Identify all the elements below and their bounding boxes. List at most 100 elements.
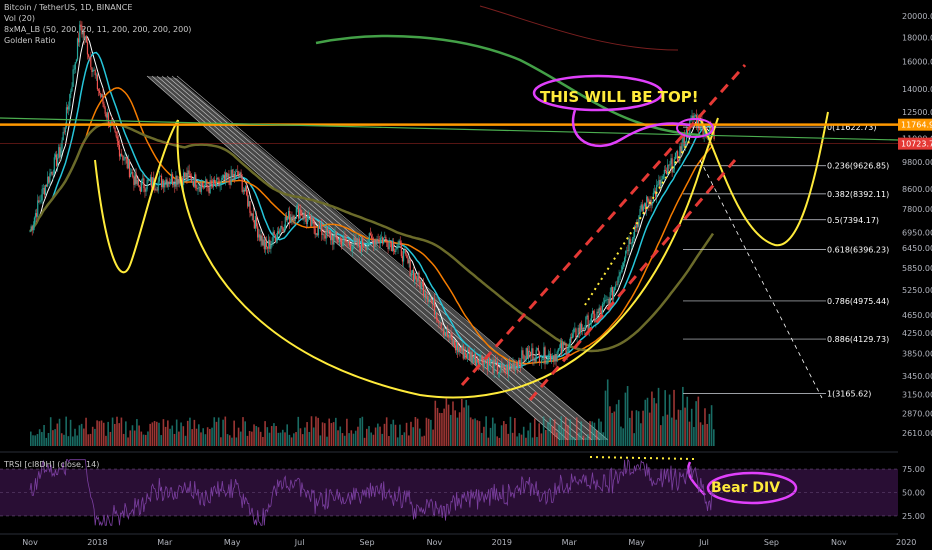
candle-body — [504, 371, 506, 373]
candle-body — [630, 242, 632, 245]
volume-bar — [631, 410, 633, 446]
rsi-tick-label: 50.00 — [902, 489, 925, 498]
candle-body — [199, 186, 201, 192]
price-tick-label: 2870.00 — [902, 410, 932, 419]
volume-bar — [30, 431, 32, 446]
legend-ma[interactable]: 8xMA_LB (50, 200, 20, 11, 200, 200, 200,… — [4, 25, 192, 34]
volume-bar — [549, 418, 552, 446]
candle-body — [441, 328, 443, 330]
candle-body — [575, 328, 577, 338]
candle-body — [250, 212, 252, 216]
volume-bar — [441, 413, 443, 446]
time-tick-label: Nov — [22, 538, 38, 547]
candle-body — [669, 164, 671, 166]
candle-body — [590, 314, 593, 324]
candle-body — [637, 222, 639, 227]
volume-bar — [100, 420, 103, 446]
volume-bar — [516, 436, 518, 446]
candle-body — [92, 70, 94, 72]
volume-bar — [403, 432, 406, 446]
legend-trsi[interactable]: TRSI [cI8DH] (close, 14) — [4, 460, 100, 469]
candle-body — [631, 238, 633, 243]
volume-bar — [248, 431, 251, 446]
volume-bar — [514, 418, 516, 446]
candle-body — [394, 251, 396, 253]
legend-symbol[interactable]: Bitcoin / TetherUS, 1D, BINANCE — [4, 3, 133, 12]
candle-body — [632, 237, 635, 239]
candle-body — [49, 173, 51, 183]
price-tick-label: 14000.00 — [902, 85, 932, 94]
volume-bar — [299, 428, 302, 446]
candle-body — [357, 238, 359, 246]
candle-body — [166, 179, 168, 187]
candlesticks — [29, 20, 715, 381]
volume-bar — [85, 417, 87, 446]
volume-bar — [162, 419, 165, 446]
volume-bar — [69, 419, 72, 446]
volume-bar — [191, 429, 193, 446]
candle-body — [406, 254, 408, 259]
volume-bar — [454, 410, 456, 446]
legend-golden-ratio[interactable]: Golden Ratio — [4, 36, 56, 45]
channel-line — [176, 75, 609, 441]
candle-body — [117, 140, 120, 145]
candle-body — [533, 359, 535, 361]
ma-green-line — [315, 34, 701, 137]
candle-body — [541, 360, 543, 363]
candle-body — [95, 74, 97, 76]
volume-bar — [653, 397, 655, 446]
candle-body — [549, 353, 552, 362]
candle-body — [454, 345, 457, 351]
candle-body — [448, 337, 450, 338]
candle-body — [233, 174, 236, 178]
candle-body — [691, 115, 693, 119]
candle-body — [206, 179, 208, 186]
volume-bar — [184, 435, 187, 446]
volume-bar — [602, 432, 605, 446]
candle-body — [483, 360, 485, 368]
candle-body — [292, 215, 294, 220]
candle-body — [542, 358, 544, 361]
annotation-bear-div: Bear DIV — [711, 480, 780, 496]
candle-body — [594, 313, 596, 322]
candle-body — [191, 181, 194, 183]
price-tick-label: 6950.00 — [902, 228, 932, 237]
candle-body — [674, 152, 677, 160]
candle-body — [262, 239, 264, 246]
candle-body — [694, 114, 696, 116]
candle-body — [97, 89, 100, 91]
candle-body — [247, 194, 249, 207]
candle-body — [167, 181, 169, 187]
volume-bar — [383, 423, 386, 446]
candle-body — [29, 231, 31, 232]
volume-bar — [323, 423, 326, 446]
candle-body — [285, 216, 288, 221]
volume-bar — [118, 423, 121, 446]
volume-bar — [257, 427, 260, 446]
volume-bar — [410, 421, 412, 446]
volume-bar — [136, 419, 138, 446]
volume-bar — [578, 432, 580, 446]
time-tick-label: Jul — [294, 538, 305, 547]
candle-body — [486, 360, 489, 371]
candle-body — [129, 173, 132, 178]
fib-level-label: 1(3165.62) — [827, 390, 871, 399]
candle-body — [248, 201, 250, 207]
candle-body — [516, 364, 518, 369]
candle-body — [480, 355, 482, 360]
volume-bar — [540, 433, 543, 446]
legend-volume[interactable]: Vol (20) — [4, 14, 35, 23]
volume-bar — [45, 437, 48, 446]
volume-bar — [370, 432, 372, 446]
candle-body — [512, 362, 514, 369]
candle-body — [152, 177, 154, 188]
volume-bar — [346, 418, 348, 446]
candle-body — [610, 287, 612, 293]
volume-bar — [275, 426, 277, 446]
candle-body — [523, 355, 525, 361]
candle-body — [317, 225, 320, 236]
candle-body — [57, 157, 59, 166]
candle-body — [159, 175, 162, 177]
